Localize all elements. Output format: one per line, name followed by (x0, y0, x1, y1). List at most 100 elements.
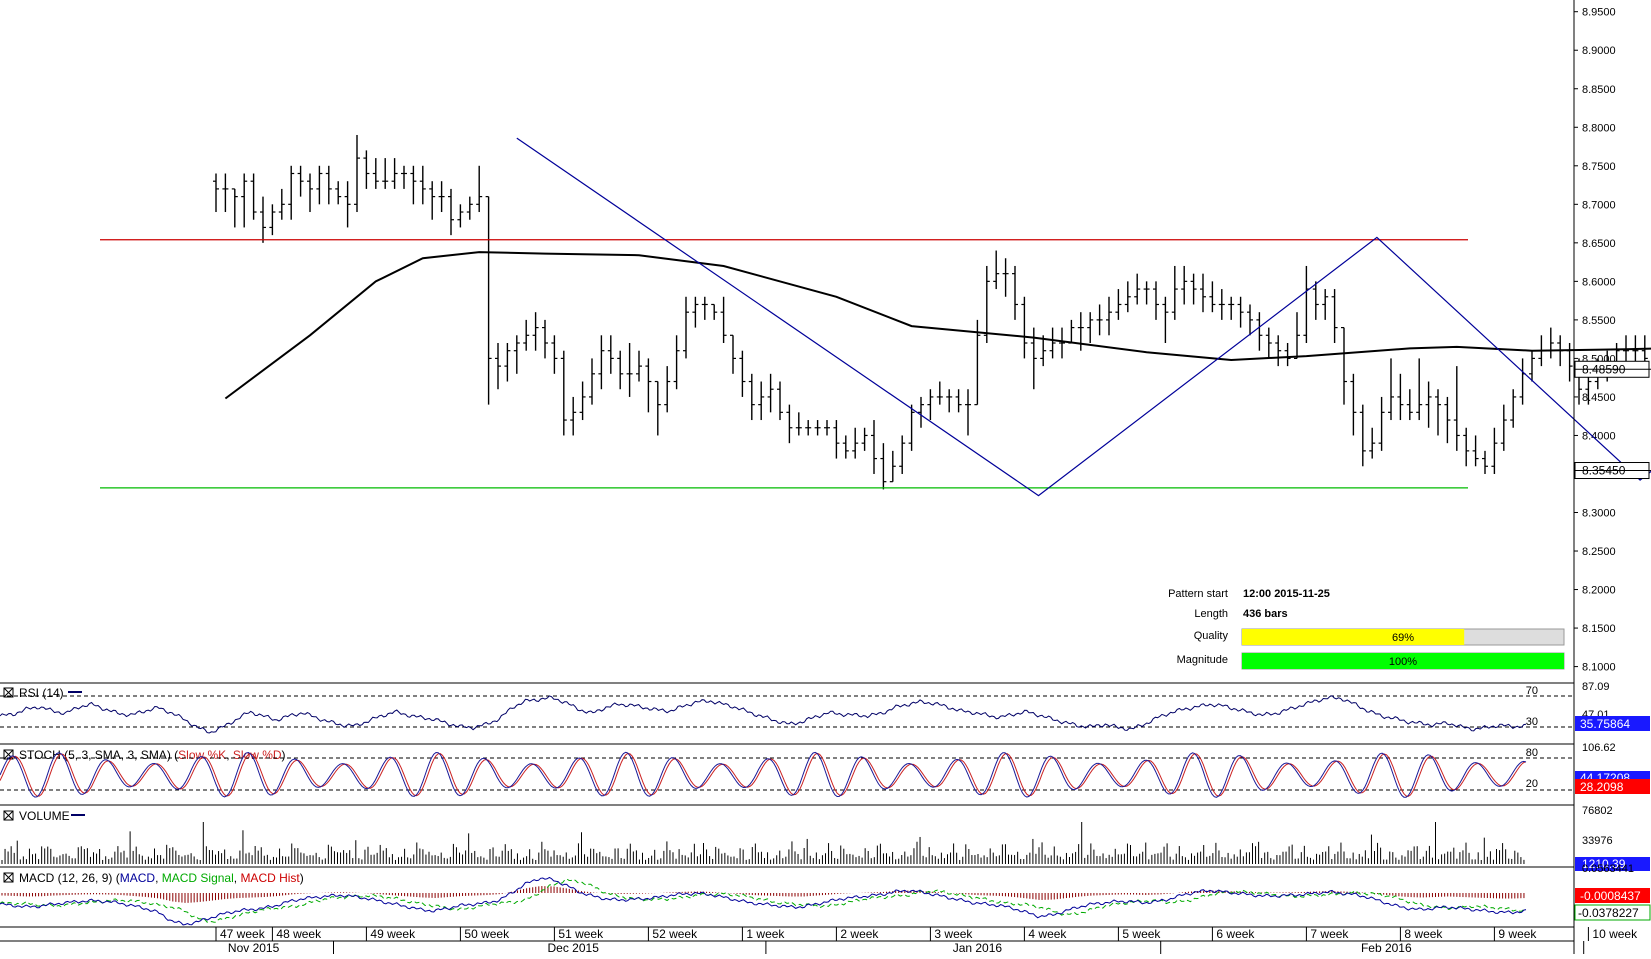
volume-close-icon[interactable] (3, 810, 14, 821)
price-bar (1002, 258, 1009, 297)
week-label: 5 week (1122, 927, 1161, 941)
macd-line (0, 876, 1527, 926)
price-bar (1284, 343, 1291, 367)
price-bar (758, 381, 765, 421)
price-bar (1190, 273, 1197, 305)
macd-title: MACD (12, 26, 9) (MACD, MACD Signal, MAC… (19, 871, 304, 885)
price-bar (1124, 281, 1131, 313)
price-bar (542, 319, 548, 359)
price-bar (936, 381, 943, 405)
volume-axis-label-mid: 33976 (1582, 835, 1613, 847)
price-bar (1331, 289, 1338, 343)
price-tick-label-0: 8.9500 (1582, 7, 1616, 19)
price-bar (250, 173, 257, 220)
price-bar (871, 420, 877, 474)
price-bars (213, 134, 1648, 490)
price-bar (1510, 389, 1517, 428)
price-bar (1406, 389, 1413, 421)
macd-signal-badge (1574, 904, 1651, 921)
price-bar (325, 165, 332, 205)
stoch-d-line (0, 752, 1527, 797)
price-bar (1341, 326, 1347, 405)
price-bar (1472, 435, 1479, 467)
pattern-zigzag-line (516, 137, 1651, 497)
price-tick-label-2: 8.8500 (1582, 84, 1616, 96)
price-bar (636, 350, 642, 382)
price-bar (748, 373, 755, 421)
price-bar (692, 296, 699, 328)
quality-bar-fill (1242, 629, 1465, 645)
price-bar (880, 443, 887, 490)
price-bar (1200, 273, 1206, 313)
price-bar (288, 165, 295, 220)
price-bar (466, 196, 473, 220)
price-bar (335, 181, 342, 205)
price-bar (645, 358, 652, 413)
price-tick-label-11: 8.4000 (1582, 430, 1616, 442)
price-bar (946, 389, 953, 413)
rsi-close-icon[interactable] (3, 687, 14, 698)
price-tick-label-14: 8.2500 (1582, 546, 1616, 558)
price-bar (1162, 296, 1169, 343)
price-bar (278, 188, 285, 220)
price-tick-label-5: 8.7000 (1582, 199, 1616, 211)
week-label: 1 week (746, 927, 785, 941)
price-bar (1378, 396, 1385, 451)
macd-close-icon[interactable] (3, 872, 14, 883)
price-tick-label-17: 8.1000 (1582, 662, 1616, 674)
week-label: 49 week (370, 927, 416, 941)
price-bar (983, 265, 990, 343)
price-tick-label-10: 8.4500 (1582, 392, 1616, 404)
price-bar (1247, 304, 1253, 336)
price-bar (579, 381, 586, 421)
price-bar (589, 358, 595, 405)
stoch-axis-label: 106.62 (1582, 742, 1616, 754)
week-label: 2 week (840, 927, 879, 941)
price-bar (1237, 296, 1244, 328)
price-bar (795, 412, 802, 436)
length-value: 436 bars (1243, 608, 1288, 620)
week-label: 6 week (1216, 927, 1255, 941)
price-bar (899, 435, 906, 474)
price-bar (222, 173, 229, 213)
price-bar (1491, 427, 1498, 474)
volume-title: VOLUME (19, 809, 70, 823)
price-bar (307, 173, 313, 213)
week-label: 9 week (1498, 927, 1537, 941)
price-tick-label-7: 8.6000 (1582, 276, 1616, 288)
price-bar (504, 343, 511, 382)
price-bar (683, 296, 689, 359)
price-bar (1059, 327, 1065, 359)
rsi-level-70: 70 (1526, 685, 1538, 697)
price-bar (842, 435, 849, 459)
quality-label: Quality (1194, 630, 1229, 642)
price-bar (1265, 327, 1272, 359)
price-tick-label-3: 8.8000 (1582, 122, 1616, 134)
price-bar (1134, 273, 1141, 305)
price-bar (269, 204, 276, 236)
price-bar (297, 165, 304, 197)
price-bar (1369, 427, 1376, 459)
price-bar (1397, 373, 1404, 421)
price-bar (495, 343, 501, 390)
price-tick-label-1: 8.9000 (1582, 45, 1616, 57)
price-bar (1153, 281, 1159, 320)
week-label: 51 week (558, 927, 604, 941)
month-label: Nov 2015 (228, 941, 280, 954)
week-label: 3 week (934, 927, 973, 941)
month-label: Jan 2016 (953, 941, 1003, 954)
rsi-line (0, 695, 1527, 734)
rsi-value: 35.75864 (1580, 717, 1630, 731)
price-bar (372, 158, 379, 189)
price-bar (1171, 265, 1178, 320)
price-bar (965, 389, 971, 436)
price-bar (448, 188, 454, 236)
price-bar (1049, 327, 1056, 359)
macd-axis-label: 0.0563441 (1582, 863, 1634, 875)
price-bar (410, 165, 417, 205)
week-label: 10 week (1592, 927, 1638, 941)
week-label: 50 week (464, 927, 510, 941)
